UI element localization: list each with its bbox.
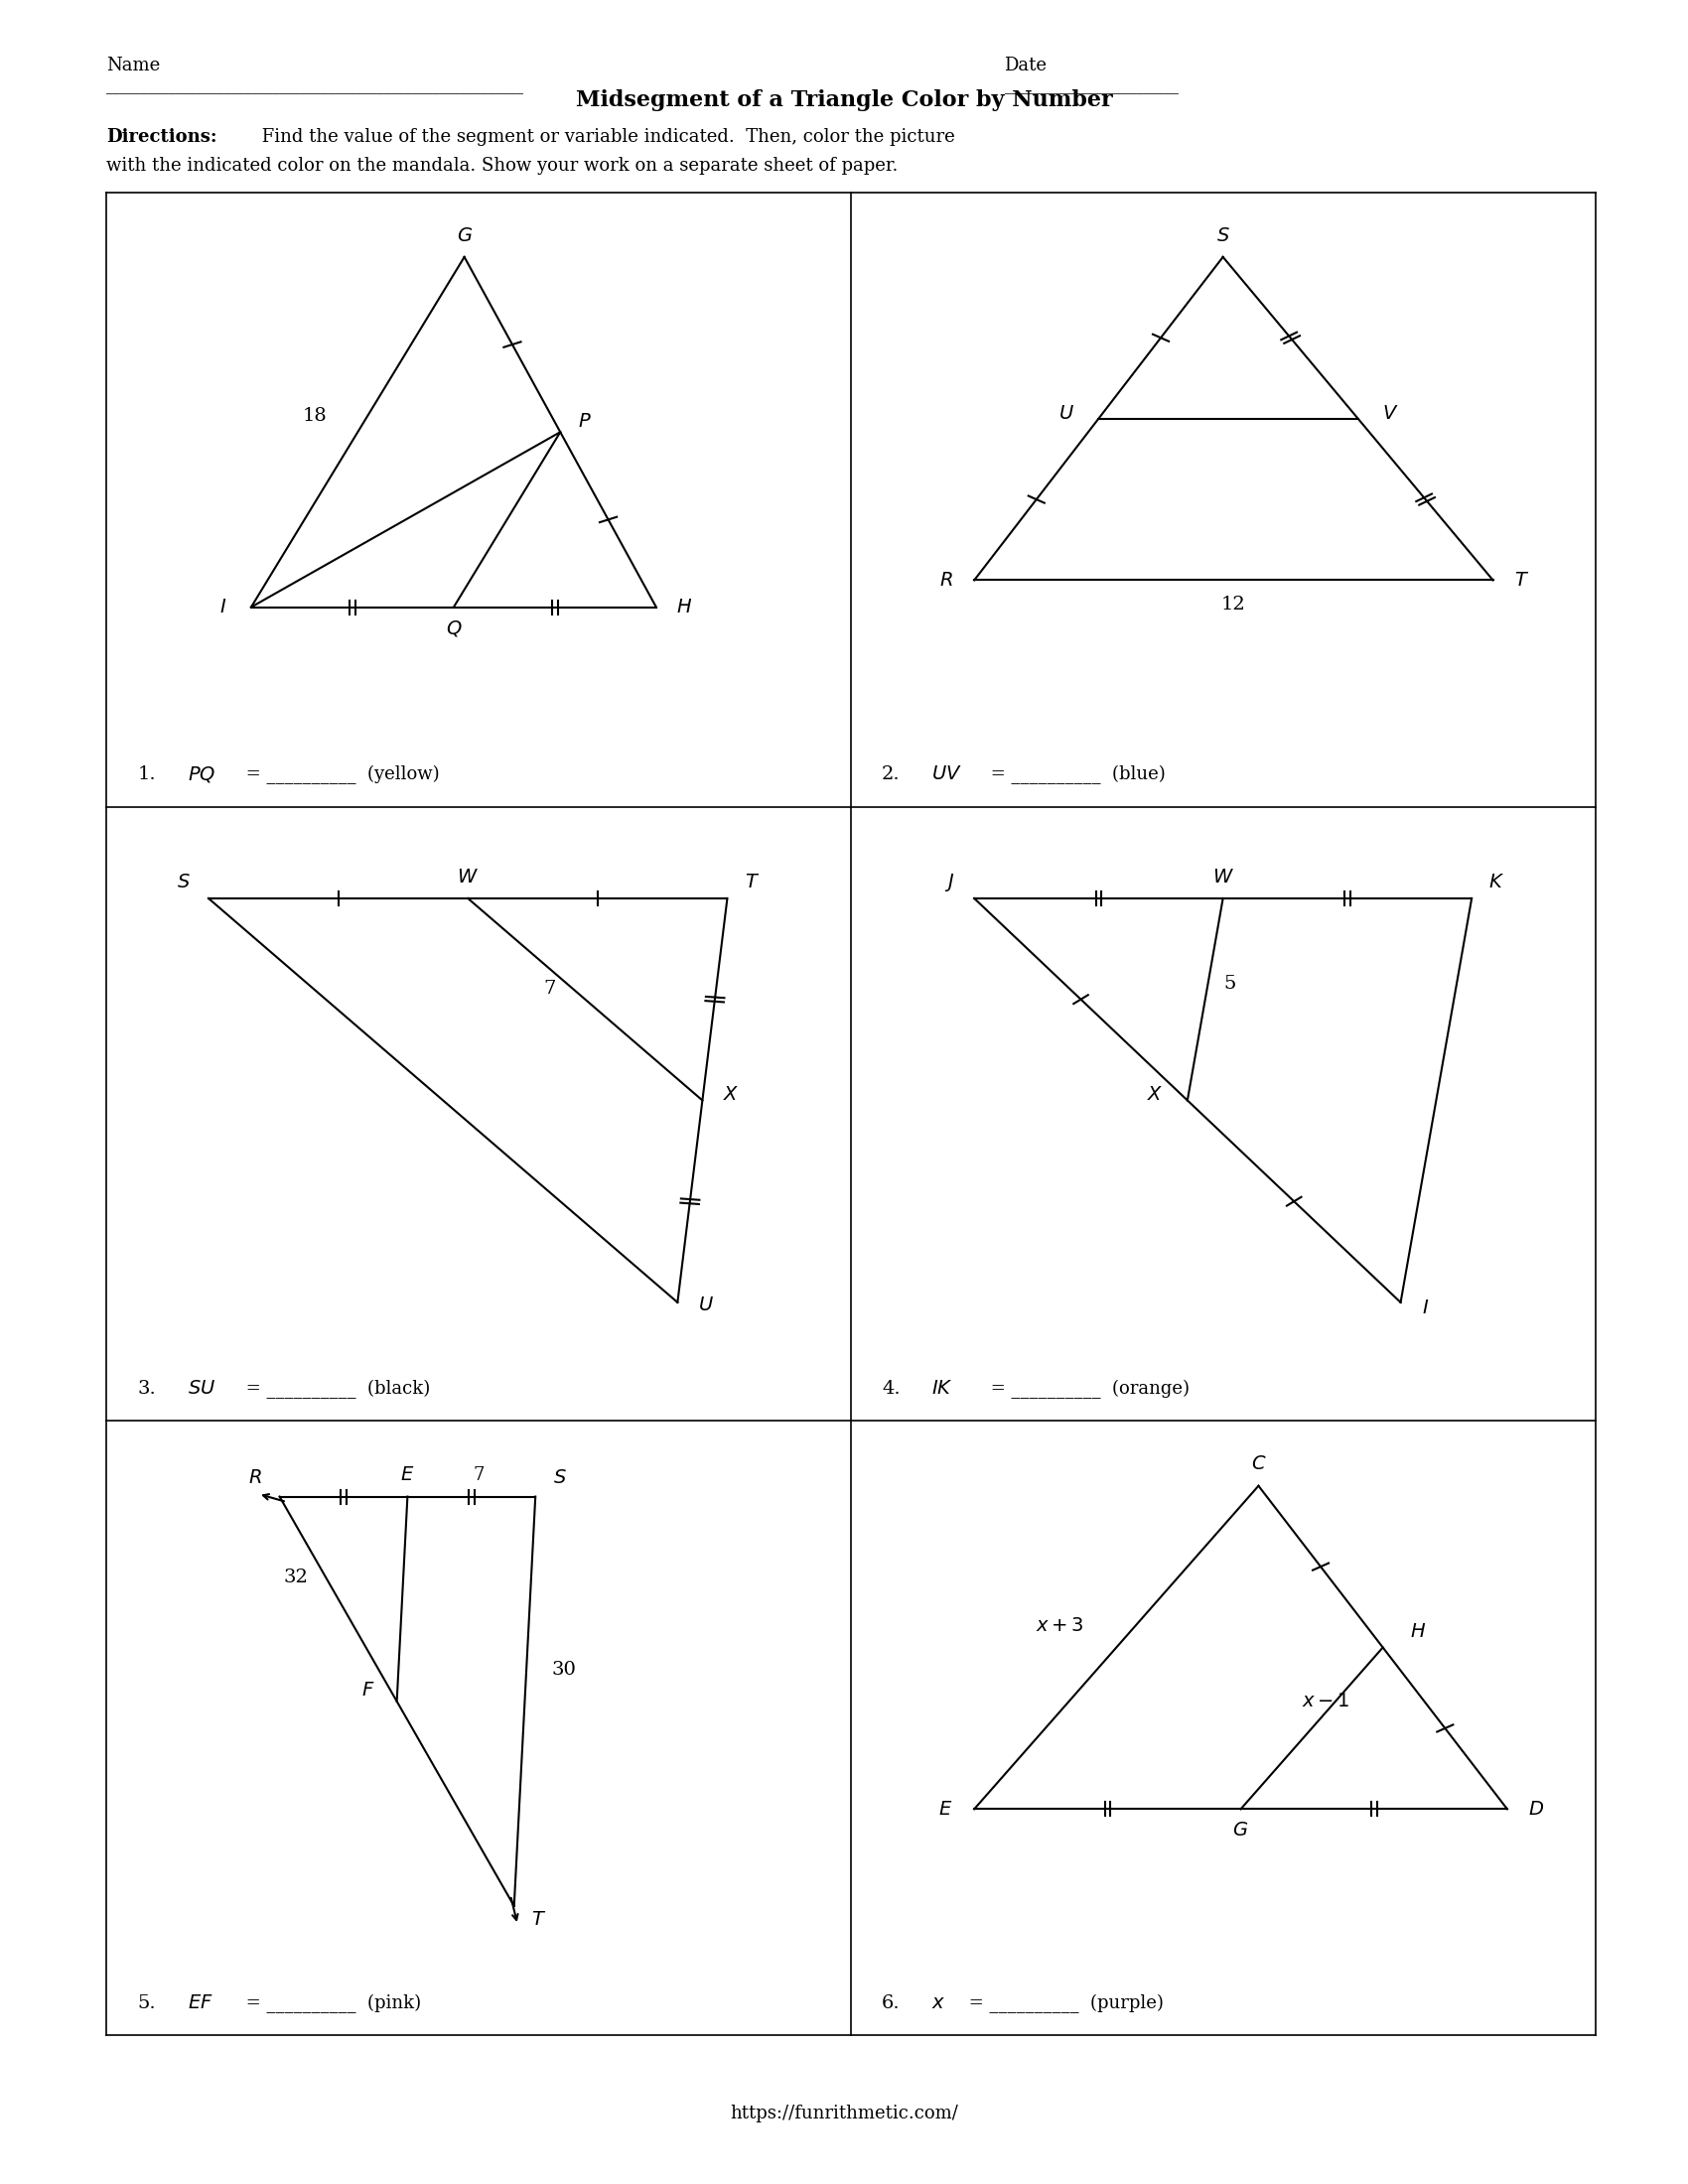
Text: with the indicated color on the mandala. Show your work on a separate sheet of p: with the indicated color on the mandala.… [106,157,898,175]
Text: $x + 3$: $x + 3$ [1035,1618,1084,1636]
Text: Find the value of the segment or variable indicated.  Then, color the picture: Find the value of the segment or variabl… [257,129,955,146]
Text: 5.: 5. [137,1994,155,2011]
Text: $I$: $I$ [219,598,226,616]
Text: $R$: $R$ [248,1470,262,1487]
Text: Directions:: Directions: [106,129,218,146]
Text: $X$: $X$ [722,1085,739,1105]
Text: $G$: $G$ [1232,1821,1249,1839]
Text: 7: 7 [473,1468,484,1485]
Text: ____________________________________________________________: ________________________________________… [106,81,523,94]
Text: $x$: $x$ [932,1994,945,2011]
Text: $I$: $I$ [1421,1299,1430,1317]
Text: 30: 30 [552,1660,576,1677]
Text: 32: 32 [284,1568,307,1588]
Text: Date: Date [1004,57,1047,74]
Text: $U$: $U$ [699,1297,714,1315]
Text: 2.: 2. [881,767,900,784]
Text: _________________________: _________________________ [1004,81,1178,94]
Text: $V$: $V$ [1382,404,1398,422]
Text: $T$: $T$ [532,1911,547,1928]
Text: $T$: $T$ [1514,572,1529,590]
Text: $S$: $S$ [554,1470,567,1487]
Text: $IK$: $IK$ [932,1380,954,1398]
Text: = __________  (blue): = __________ (blue) [984,764,1165,784]
Text: $S$: $S$ [177,874,191,891]
Text: 6.: 6. [881,1994,900,2011]
Text: $PQ$: $PQ$ [187,764,216,784]
Text: $x - 1$: $x - 1$ [1301,1693,1350,1710]
Text: 5: 5 [1224,974,1236,992]
Text: $T$: $T$ [744,874,760,891]
Text: $C$: $C$ [1251,1457,1266,1474]
Text: $G$: $G$ [456,227,473,245]
Text: $E$: $E$ [400,1468,415,1485]
Text: $W$: $W$ [1212,869,1234,887]
Text: 18: 18 [302,408,327,426]
Text: 12: 12 [1222,596,1246,614]
Text: $J$: $J$ [944,871,954,893]
Text: $S$: $S$ [1215,227,1231,245]
Text: $H$: $H$ [1411,1623,1426,1640]
Text: $K$: $K$ [1489,874,1504,891]
Text: $U$: $U$ [1058,404,1075,422]
Text: = __________  (yellow): = __________ (yellow) [240,764,439,784]
Text: $H$: $H$ [677,598,692,616]
Text: $X$: $X$ [1148,1085,1163,1105]
Text: = __________  (pink): = __________ (pink) [240,1994,422,2014]
Text: 3.: 3. [137,1380,155,1398]
Text: $E$: $E$ [939,1800,954,1819]
Text: $F$: $F$ [361,1682,375,1699]
Text: Name: Name [106,57,160,74]
Text: 4.: 4. [881,1380,900,1398]
Text: Midsegment of a Triangle Color by Number: Midsegment of a Triangle Color by Number [576,90,1112,111]
Text: 7: 7 [544,981,555,998]
Text: = __________  (purple): = __________ (purple) [964,1994,1165,2014]
Text: = __________  (orange): = __________ (orange) [984,1380,1190,1400]
Text: $W$: $W$ [457,869,479,887]
Text: 1.: 1. [137,767,155,784]
Text: $UV$: $UV$ [932,767,962,784]
Text: https://funrithmetic.com/: https://funrithmetic.com/ [729,2105,959,2123]
Text: $EF$: $EF$ [187,1994,213,2011]
Text: $SU$: $SU$ [187,1380,216,1398]
Text: $P$: $P$ [579,413,592,430]
Text: = __________  (black): = __________ (black) [240,1380,430,1400]
Text: $D$: $D$ [1528,1800,1543,1819]
Text: $R$: $R$ [939,572,952,590]
Text: $Q$: $Q$ [446,618,463,638]
